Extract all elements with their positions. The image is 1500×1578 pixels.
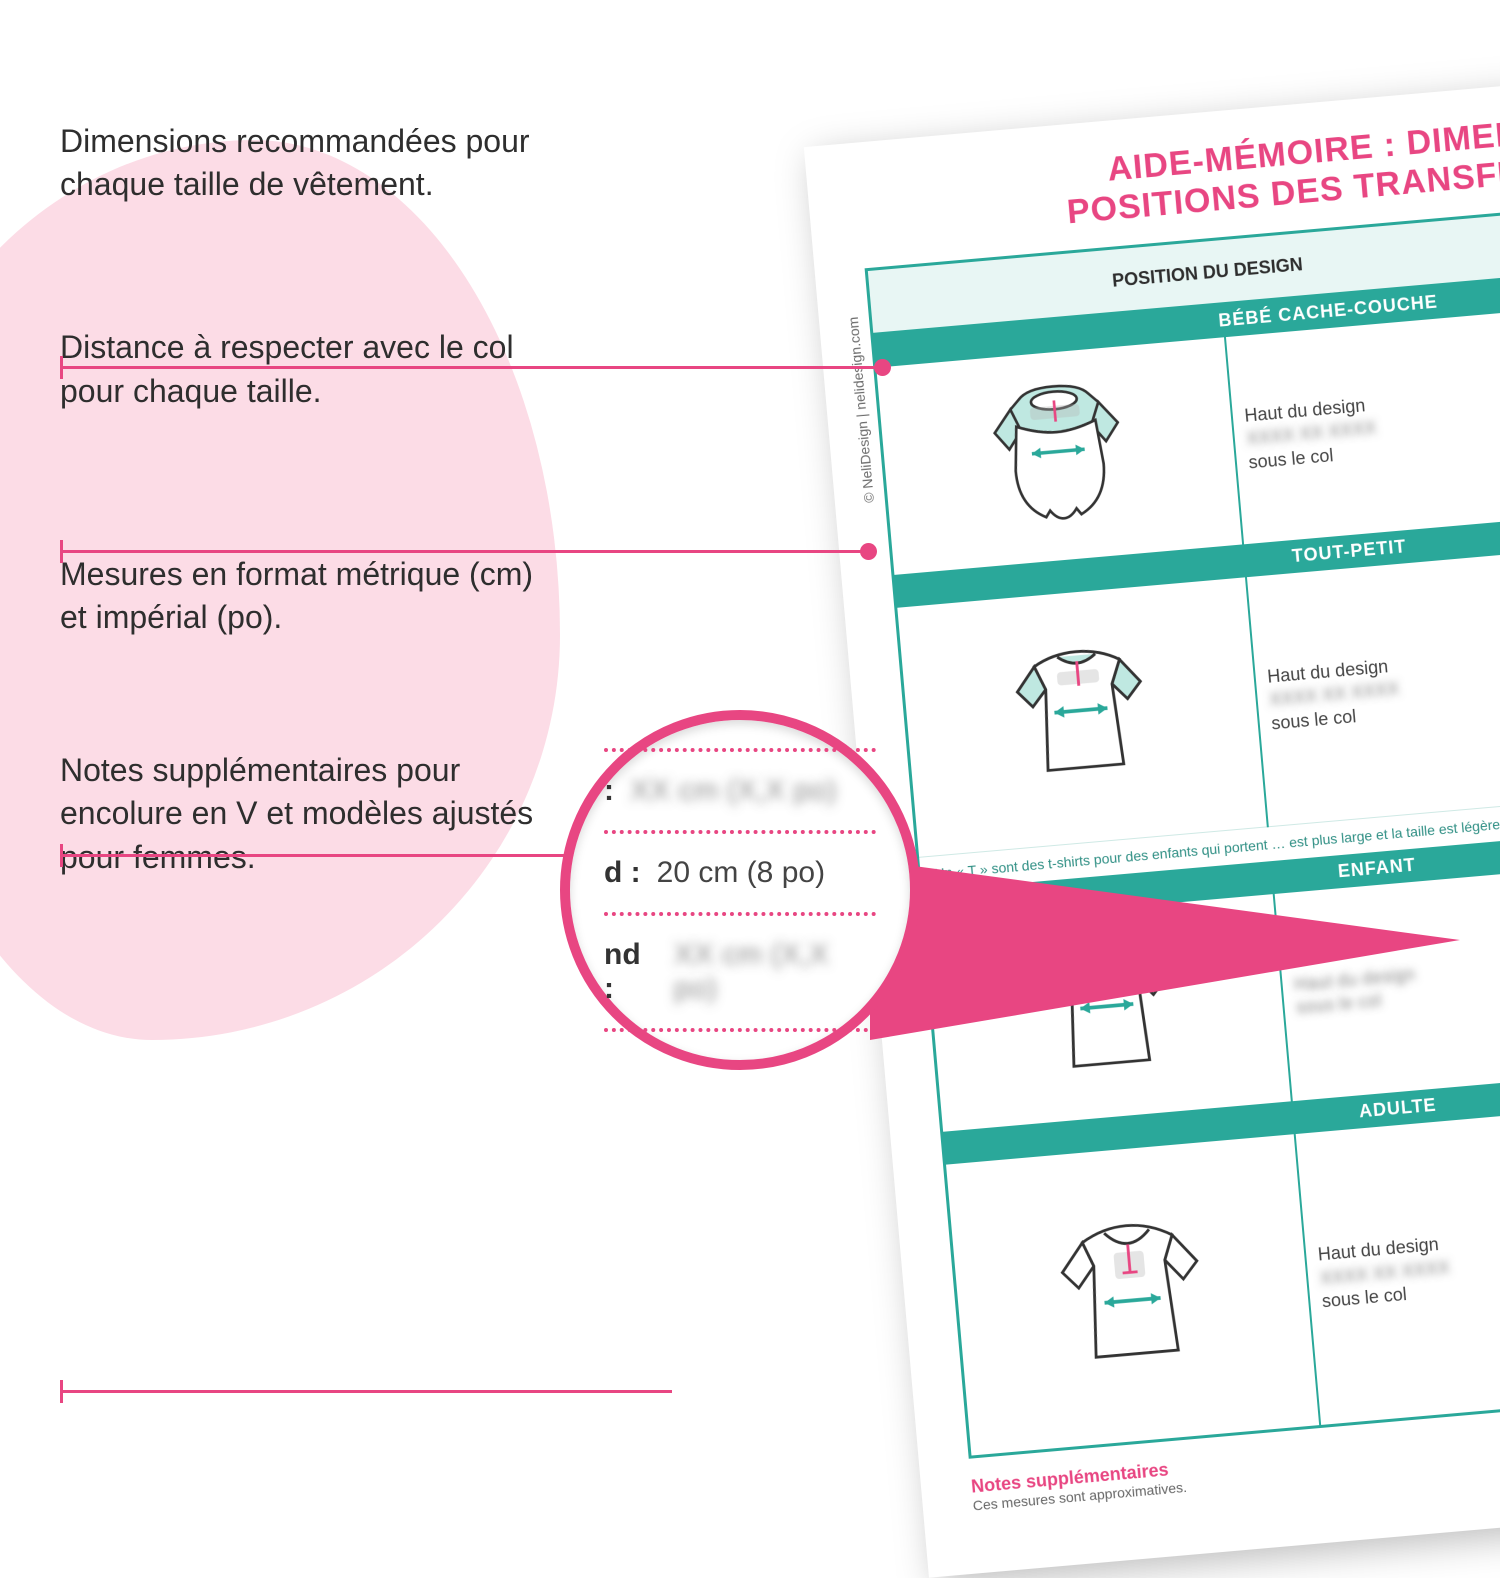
connector-line-4 — [62, 1390, 672, 1393]
illus-onesie — [875, 337, 1243, 575]
magnifier-callout: : XX cm (X,X po) d : 20 cm (8 po) nd : X… — [560, 710, 920, 1070]
callout-notes: Notes supplémentaires pour encolure en V… — [60, 749, 560, 879]
connector-line-1 — [62, 366, 882, 369]
mag-row1-label: : — [604, 774, 614, 808]
mag-row2-label: d : — [604, 856, 641, 890]
postext-bebe: Haut du design XXXX XX XXXX sous le col — [1225, 309, 1500, 545]
mag-row3-value: XX cm (X,X po) — [674, 938, 876, 1006]
connector-endpoint — [860, 543, 877, 560]
connector-line-3 — [62, 854, 572, 857]
connector-endpoint — [874, 359, 891, 376]
callout-column: Dimensions recommandées pour chaque tail… — [60, 120, 560, 915]
mag-row3-label: nd : — [604, 938, 658, 1006]
connector-line-2 — [62, 550, 868, 553]
callout-distance-col: Distance à respecter avec le col pour ch… — [60, 326, 560, 412]
callout-units: Mesures en format métrique (cm) et impér… — [60, 553, 560, 639]
postext-adulte: Haut du design XXXX XX XXXX sous le col — [1294, 1106, 1500, 1427]
postext-toutpetit: Haut du design XXXX XX XXXX sous le col — [1246, 549, 1500, 827]
illus-adult-tee — [945, 1135, 1320, 1458]
magnifier-lens: : XX cm (X,X po) d : 20 cm (8 po) nd : X… — [560, 710, 920, 1070]
mag-row1-value: XX cm (X,X po) — [630, 774, 837, 808]
mag-row2-value: 20 cm (8 po) — [657, 856, 825, 890]
callout-dimensions: Dimensions recommandées pour chaque tail… — [60, 120, 560, 206]
